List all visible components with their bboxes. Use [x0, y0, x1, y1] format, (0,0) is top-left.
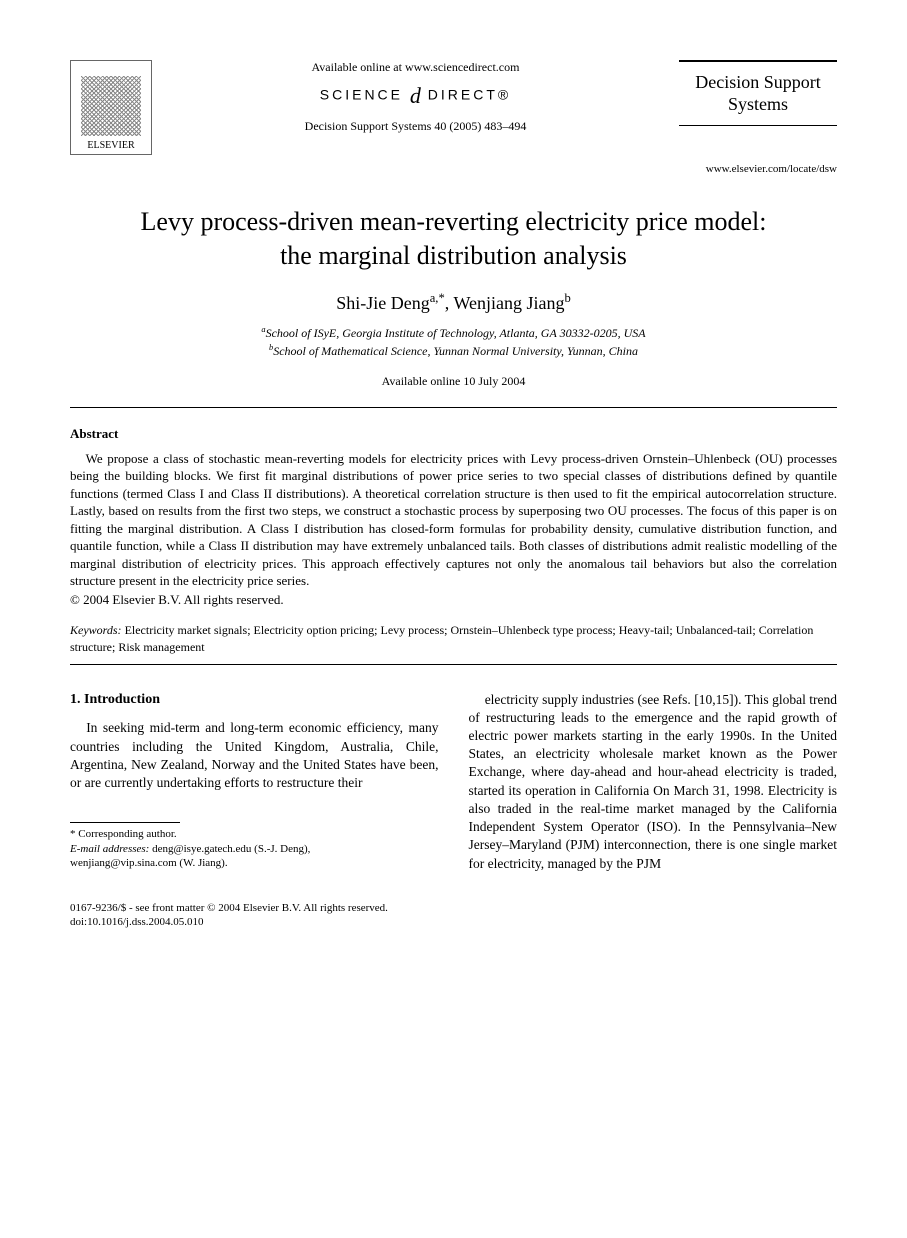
title-line2: the marginal distribution analysis: [280, 241, 627, 270]
journal-url[interactable]: www.elsevier.com/locate/dsw: [70, 163, 837, 175]
sciencedirect-logo: SCIENCE d DIRECT®: [152, 83, 679, 109]
section-1-para-left: In seeking mid-term and long-term econom…: [70, 719, 439, 792]
section-1-heading: 1. Introduction: [70, 691, 439, 710]
journal-box-wrap: Decision Support Systems: [679, 60, 837, 126]
available-online-text: Available online at www.sciencedirect.co…: [152, 60, 679, 75]
doi-line: doi:10.1016/j.dss.2004.05.010: [70, 915, 837, 929]
author-2-sup: b: [564, 291, 570, 305]
author-1-sup: a,*: [430, 291, 445, 305]
rule-bottom: [70, 664, 837, 665]
body-columns: 1. Introduction In seeking mid-term and …: [70, 669, 837, 873]
corresponding-author: * Corresponding author.: [70, 827, 439, 841]
email-1[interactable]: deng@isye.gatech.edu (S.-J. Deng),: [149, 843, 310, 855]
column-left: 1. Introduction In seeking mid-term and …: [70, 669, 439, 873]
rule-top: [70, 407, 837, 408]
article-title: Levy process-driven mean-reverting elect…: [70, 205, 837, 273]
affil-a: School of ISyE, Georgia Institute of Tec…: [266, 326, 646, 340]
email-2[interactable]: wenjiang@vip.sina.com (W. Jiang).: [70, 856, 439, 870]
header-row: ELSEVIER Available online at www.science…: [70, 60, 837, 155]
page-footer: 0167-9236/$ - see front matter © 2004 El…: [70, 901, 837, 930]
abstract-copyright: © 2004 Elsevier B.V. All rights reserved…: [70, 592, 837, 608]
col2-b: ). This global trend of restructuring le…: [469, 692, 838, 871]
journal-box-line1: Decision Support: [683, 72, 833, 94]
abstract-body: We propose a class of stochastic mean-re…: [70, 450, 837, 590]
center-header: Available online at www.sciencedirect.co…: [152, 60, 679, 134]
sd-left: SCIENCE: [320, 87, 403, 103]
emails-label: E-mail addresses:: [70, 843, 149, 855]
authors: Shi-Jie Denga,*, Wenjiang Jiangb: [70, 291, 837, 314]
author-1: Shi-Jie Deng: [336, 293, 430, 313]
journal-title-box: Decision Support Systems: [679, 60, 837, 126]
sd-at-icon: d: [410, 83, 421, 108]
footnotes: * Corresponding author. E-mail addresses…: [70, 827, 439, 870]
author-2: Wenjiang Jiang: [453, 293, 564, 313]
journal-reference: Decision Support Systems 40 (2005) 483–4…: [152, 119, 679, 134]
journal-box-line2: Systems: [683, 94, 833, 116]
issn-line: 0167-9236/$ - see front matter © 2004 El…: [70, 901, 837, 915]
col2-a: electricity supply industries (see Refs.: [485, 692, 695, 707]
keywords-label: Keywords:: [70, 623, 122, 637]
affiliations: aSchool of ISyE, Georgia Institute of Te…: [70, 324, 837, 360]
keywords-text: Electricity market signals; Electricity …: [70, 623, 813, 654]
column-right: electricity supply industries (see Refs.…: [469, 669, 838, 873]
elsevier-tree-icon: [81, 76, 141, 136]
footnote-separator: [70, 822, 180, 823]
affil-b: School of Mathematical Science, Yunnan N…: [273, 344, 638, 358]
publisher-name: ELSEVIER: [87, 140, 134, 151]
publisher-logo: ELSEVIER: [70, 60, 152, 155]
abstract-heading: Abstract: [70, 426, 837, 442]
ref-cite[interactable]: [10,15]: [694, 692, 733, 707]
section-1-para-right: electricity supply industries (see Refs.…: [469, 691, 838, 873]
title-line1: Levy process-driven mean-reverting elect…: [141, 207, 767, 236]
available-date: Available online 10 July 2004: [70, 374, 837, 389]
sd-right: DIRECT®: [428, 87, 511, 103]
keywords: Keywords: Electricity market signals; El…: [70, 622, 837, 656]
